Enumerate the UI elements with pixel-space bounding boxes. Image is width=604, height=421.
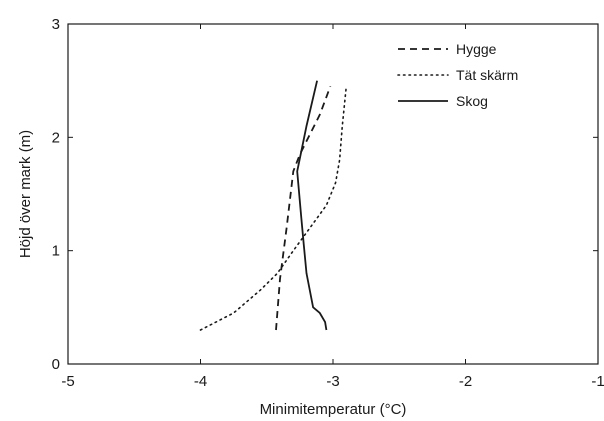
x-tick-label: -3 bbox=[326, 373, 339, 390]
series-lines bbox=[199, 80, 348, 331]
legend: Hygge Tät skärm Skog bbox=[397, 41, 518, 109]
y-tick-label: 1 bbox=[52, 243, 60, 260]
y-tick-label: 0 bbox=[52, 356, 60, 373]
x-tick-label: -2 bbox=[459, 373, 472, 390]
series-line-Skog bbox=[296, 80, 328, 331]
y-axis-label: Höjd över mark (m) bbox=[17, 130, 34, 258]
plot-area bbox=[67, 23, 599, 365]
axis-ticks: -5 -4 -3 -2 -1 0 1 2 3 bbox=[52, 16, 604, 390]
x-axis-label: Minimitemperatur (°C) bbox=[260, 401, 407, 418]
x-tick-label: -5 bbox=[61, 373, 74, 390]
y-tick-label: 2 bbox=[52, 129, 60, 146]
series-line-Tät skärm bbox=[199, 85, 348, 331]
x-tick-label: -4 bbox=[194, 373, 207, 390]
x-tick-label: -1 bbox=[591, 373, 604, 390]
legend-label: Skog bbox=[456, 93, 488, 109]
y-tick-label: 3 bbox=[52, 16, 60, 33]
legend-label: Tät skärm bbox=[456, 67, 518, 83]
series-line-Hygge bbox=[275, 85, 332, 331]
legend-label: Hygge bbox=[456, 41, 497, 57]
